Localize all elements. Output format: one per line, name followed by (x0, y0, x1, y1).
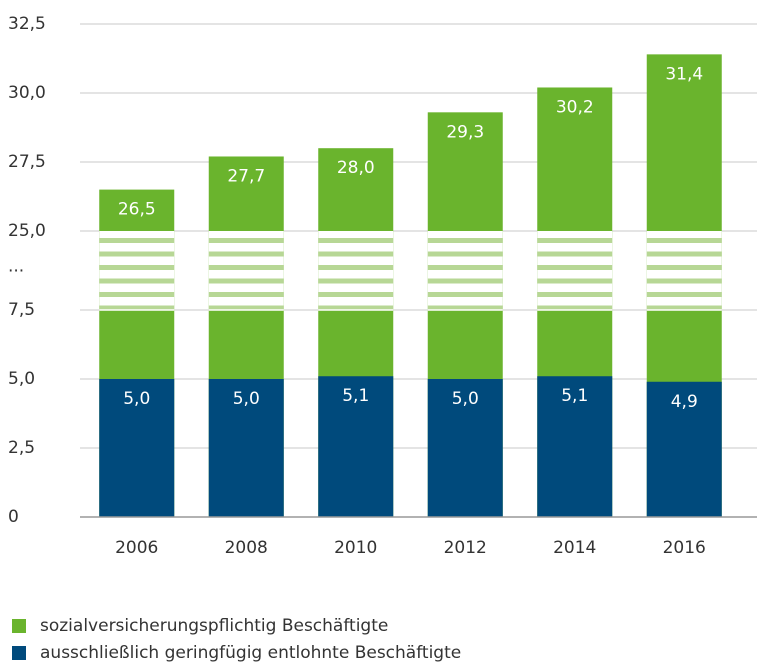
break-stripe (427, 305, 503, 311)
break-stripe (99, 238, 175, 243)
break-stripe (537, 278, 613, 284)
y-tick-label: 30,0 (8, 83, 46, 103)
break-stripe (427, 292, 503, 297)
legend-swatch (12, 619, 26, 633)
break-stripe (208, 265, 284, 270)
legend-swatch (12, 646, 26, 660)
break-stripe (318, 305, 394, 311)
y-tick-label: 32,5 (8, 14, 46, 34)
value-label: 5,1 (342, 386, 369, 406)
break-stripe (537, 251, 613, 257)
break-stripe (99, 251, 175, 257)
x-tick-label: 2008 (225, 538, 268, 558)
value-label: 28,0 (337, 158, 375, 178)
x-tick-label: 2012 (444, 538, 487, 558)
break-stripe (318, 265, 394, 270)
legend-label: ausschließlich geringfügig entlohnte Bes… (40, 643, 461, 663)
break-stripe (646, 292, 722, 297)
break-stripe (318, 251, 394, 257)
break-stripe (318, 278, 394, 284)
x-tick-label: 2016 (663, 538, 706, 558)
bar (208, 379, 284, 517)
value-label: 5,0 (123, 389, 150, 409)
bar (537, 376, 613, 517)
value-label: 31,4 (665, 64, 703, 84)
y-tick-label: 0 (8, 507, 19, 527)
break-stripe (427, 278, 503, 284)
break-stripe (318, 238, 394, 243)
y-tick-label: 2,5 (8, 438, 35, 458)
break-stripe (427, 251, 503, 257)
break-stripe (646, 238, 722, 243)
break-stripe (318, 292, 394, 297)
value-label: 26,5 (118, 200, 156, 220)
bar (318, 376, 394, 517)
y-break-label: ... (8, 257, 24, 277)
break-stripe (99, 265, 175, 270)
x-tick-label: 2006 (115, 538, 158, 558)
break-stripe (99, 278, 175, 284)
bar (99, 379, 175, 517)
break-stripe (208, 251, 284, 257)
break-stripe (208, 305, 284, 311)
break-stripe (537, 292, 613, 297)
bar (646, 381, 722, 517)
value-label: 30,2 (556, 97, 594, 117)
value-label: 5,1 (561, 386, 588, 406)
y-tick-label: 27,5 (8, 152, 46, 172)
y-tick-label: 7,5 (8, 300, 35, 320)
break-stripe (208, 278, 284, 284)
break-stripe (99, 305, 175, 311)
break-stripe (537, 305, 613, 311)
x-tick-label: 2014 (553, 538, 596, 558)
value-label: 5,0 (452, 389, 479, 409)
legend-label: sozialversicherungspflichtig Beschäftigt… (40, 616, 388, 636)
break-stripe (208, 292, 284, 297)
y-tick-label: 5,0 (8, 369, 35, 389)
break-stripe (646, 278, 722, 284)
value-label: 4,9 (671, 392, 698, 412)
break-stripe (537, 238, 613, 243)
break-stripe (646, 265, 722, 270)
break-stripe (427, 238, 503, 243)
value-label: 27,7 (227, 166, 265, 186)
break-stripe (537, 265, 613, 270)
break-stripe (99, 292, 175, 297)
x-tick-label: 2010 (334, 538, 377, 558)
break-stripe (208, 238, 284, 243)
break-stripe (427, 265, 503, 270)
bar (427, 379, 503, 517)
y-tick-label: 25,0 (8, 221, 46, 241)
break-stripe (646, 251, 722, 257)
value-label: 5,0 (233, 389, 260, 409)
value-label: 29,3 (446, 122, 484, 142)
break-stripe (646, 305, 722, 311)
